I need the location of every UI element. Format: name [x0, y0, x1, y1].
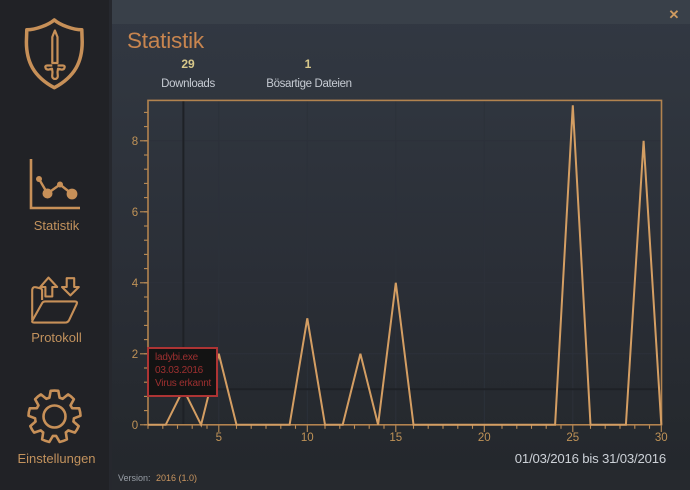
svg-text:0: 0 [132, 420, 138, 432]
svg-text:20: 20 [478, 432, 491, 444]
svg-text:10: 10 [301, 432, 314, 444]
svg-text:5: 5 [216, 432, 222, 444]
svg-text:30: 30 [655, 432, 668, 444]
svg-text:6: 6 [132, 207, 138, 219]
svg-text:25: 25 [566, 432, 579, 444]
svg-text:2: 2 [132, 349, 138, 361]
svg-text:4: 4 [132, 278, 139, 290]
svg-text:8: 8 [132, 136, 138, 148]
svg-text:15: 15 [389, 432, 402, 444]
